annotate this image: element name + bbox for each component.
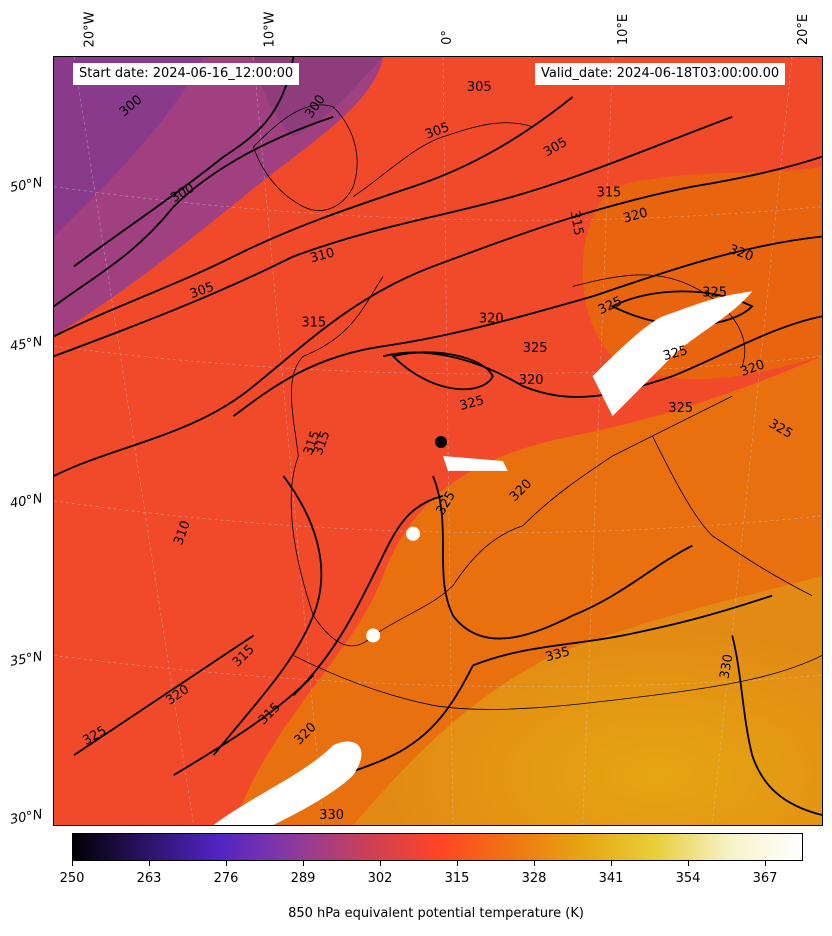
contour-305-a: [54, 96, 574, 338]
colorbar-tickmark: [457, 861, 458, 866]
contour-310: [54, 116, 733, 358]
contour-label: 305: [467, 80, 492, 95]
contour-label: 325: [523, 341, 548, 356]
lon-label-20w: 20°W: [82, 11, 98, 48]
contour-label: 320: [479, 311, 504, 326]
contour-label: 330: [717, 653, 736, 680]
contour-320-c: [173, 674, 314, 776]
colorbar-ticks: 250 263 276 289 302 315 328 341 354 367: [60, 861, 803, 891]
colorbar-tickmark: [226, 861, 227, 866]
lat-label-30n: 30°N: [8, 807, 44, 828]
contour-label: 310: [308, 245, 336, 266]
colorbar-tick-label: 341: [598, 871, 624, 886]
colorbar-title: 850 hPa equivalent potential temperature…: [288, 906, 584, 921]
colorbar-tick-label: 315: [444, 871, 470, 886]
theta-e-map: 300 300 300 305 305 305 305 310 310 315 …: [53, 56, 823, 826]
contour-label: 325: [662, 343, 690, 364]
lat-label-40n: 40°N: [8, 491, 44, 512]
colorbar-tickmark: [688, 861, 689, 866]
colorbar-tickmark: [72, 861, 73, 866]
field-warm-ne: [582, 166, 822, 380]
contour-label: 325: [702, 285, 727, 300]
contour-label: 325: [458, 393, 486, 414]
lat-label-50n: 50°N: [8, 175, 44, 196]
contour-label: 320: [622, 206, 650, 227]
colorbar: [72, 833, 803, 861]
contour-330-e: [731, 635, 822, 816]
colorbar-tickmark: [611, 861, 612, 866]
contour-335: [472, 594, 773, 667]
lon-label-10e: 10°E: [616, 13, 632, 46]
colorbar-tick-label: 367: [752, 871, 778, 886]
colorbar-tick-label: 276: [213, 871, 239, 886]
colorbar-tickmark: [380, 861, 381, 866]
contour-label: 335: [544, 644, 572, 665]
masked-regions: [213, 291, 753, 825]
dark-spot: [435, 436, 447, 448]
colorbar-tickmark: [149, 861, 150, 866]
valid-date-label: Valid_date: 2024-06-18T03:00:00.00: [535, 63, 786, 85]
contour-300-b: [54, 115, 334, 308]
colorbar-tickmark: [534, 861, 535, 866]
colorbar-tick-label: 328: [521, 871, 547, 886]
field-warm-south: [353, 575, 822, 825]
colorbar-tickmark: [765, 861, 766, 866]
contour-label: 315: [567, 210, 586, 237]
colorbar-tick-label: 289: [290, 871, 316, 886]
contour-325-c: [73, 634, 254, 756]
contour-label: 315: [597, 186, 622, 201]
contours: [54, 57, 822, 825]
contour-320-a: [232, 235, 822, 417]
contour-315-b: [212, 475, 323, 756]
contour-300-a: [73, 57, 295, 268]
lon-label-20e: 20°E: [796, 13, 812, 46]
lat-label-35n: 35°N: [8, 649, 44, 670]
coastlines: [253, 104, 822, 710]
contour-325-b: [432, 475, 693, 640]
lon-label-0: 0°: [439, 30, 455, 45]
colorbar-tick-label: 354: [675, 871, 701, 886]
contour-closed-1: [391, 351, 494, 391]
start-date-label: Start date: 2024-06-16_12:00:00: [73, 63, 300, 85]
contour-315-a: [54, 155, 822, 477]
lat-label-45n: 45°N: [8, 334, 44, 355]
colorbar-tick-label: 250: [59, 871, 85, 886]
contour-label-layer: 300 300 300 305 305 305 305 310 310 315 …: [80, 80, 795, 823]
contour-label: 330: [319, 808, 344, 823]
colorbar-tickmark: [303, 861, 304, 866]
colorbar-tick-label: 263: [136, 871, 162, 886]
graticule: [54, 57, 822, 825]
contour-label: 325: [668, 401, 693, 416]
contour-label: 320: [519, 373, 544, 388]
contour-325-a: [382, 315, 822, 398]
colorbar-tick-label: 302: [367, 871, 393, 886]
contour-label: 315: [301, 315, 326, 330]
lon-label-10w: 10°W: [262, 11, 278, 48]
contour-320-b: [292, 494, 444, 696]
